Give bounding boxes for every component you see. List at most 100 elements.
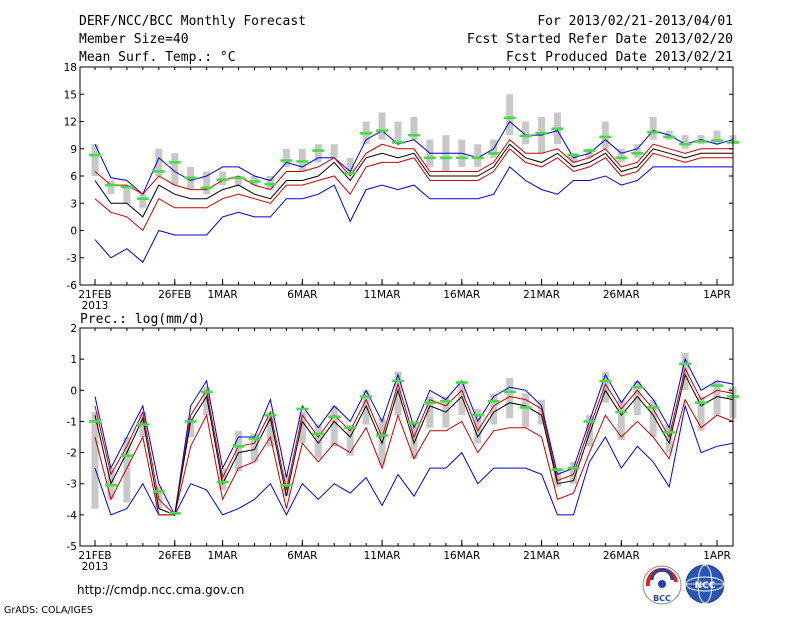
header-produced-date: Fcst Produced Date 2013/02/21 bbox=[506, 50, 733, 65]
temp-observed-0 bbox=[89, 153, 101, 157]
temp-ytick-label: 15 bbox=[64, 89, 77, 101]
prec-observed-14 bbox=[312, 432, 325, 436]
temp-member-box-8 bbox=[219, 171, 227, 186]
temp-observed-11 bbox=[264, 182, 277, 186]
prec-member-box-2 bbox=[123, 437, 131, 503]
ncc-logo: NCC bbox=[685, 564, 725, 604]
prec-member-box-35 bbox=[649, 399, 657, 437]
bcc-logo: BCC bbox=[642, 565, 682, 605]
prec-member-box-15 bbox=[330, 405, 338, 447]
prec-member-box-28 bbox=[538, 399, 546, 425]
source-url[interactable]: http://cmdp.ncc.cma.gov.cn bbox=[77, 583, 244, 597]
temp-observed-26 bbox=[503, 116, 516, 120]
prec-observed-35 bbox=[647, 406, 660, 409]
prec-observed-19 bbox=[392, 379, 405, 383]
prec-plot-frame bbox=[79, 327, 734, 547]
prec-member-box-32 bbox=[601, 371, 609, 403]
prec-observed-20 bbox=[407, 421, 420, 425]
prec-observed-31 bbox=[583, 420, 596, 423]
temp-xtick-label: 11MAR bbox=[364, 289, 401, 301]
prec-member-box-30 bbox=[569, 461, 577, 484]
prec-xtick-year-label: 2013 bbox=[82, 561, 109, 573]
temp-xtick-label: 1MAR bbox=[207, 289, 237, 301]
prec-member-box-11 bbox=[266, 412, 274, 447]
temp-observed-9 bbox=[232, 176, 245, 180]
header-start-date: Fcst Started Refer Date 2013/02/20 bbox=[467, 32, 733, 47]
temp-observed-8 bbox=[216, 178, 229, 181]
header-period: For 2013/02/21-2013/04/01 bbox=[537, 14, 733, 29]
header-title: DERF/NCC/BCC Monthly Forecast bbox=[79, 14, 306, 29]
temp-member-box-32 bbox=[601, 121, 609, 149]
prec-line-lower-red bbox=[94, 398, 734, 516]
prec-observed-34 bbox=[631, 385, 644, 389]
temp-line-upper-red bbox=[94, 138, 733, 195]
temp-observed-13 bbox=[296, 160, 309, 163]
prec-observed-17 bbox=[360, 395, 373, 398]
prec-observed-24 bbox=[471, 413, 484, 417]
prec-observed-5 bbox=[168, 512, 181, 515]
prec-ytick-label: -4 bbox=[67, 510, 78, 522]
prec-observed-10 bbox=[248, 437, 261, 440]
temp-xtick-year-label: 2013 bbox=[82, 300, 109, 312]
prec-line-lower-blue bbox=[94, 403, 733, 516]
temp-ytick-label: -6 bbox=[67, 280, 78, 292]
temp-observed-31 bbox=[583, 149, 596, 152]
temp-observed-5 bbox=[168, 161, 181, 164]
prec-observed-4 bbox=[152, 490, 165, 493]
temp-member-box-16 bbox=[346, 157, 354, 172]
prec-observed-26 bbox=[503, 390, 516, 394]
prec-observed-8 bbox=[216, 480, 229, 484]
temp-observed-12 bbox=[280, 159, 293, 162]
temp-xtick-label: 21MAR bbox=[523, 289, 560, 301]
prec-observed-3 bbox=[136, 423, 149, 426]
temp-observed-1 bbox=[104, 183, 117, 187]
prec-observed-32 bbox=[599, 379, 612, 383]
prec-member-box-16 bbox=[346, 424, 354, 456]
temp-observed-14 bbox=[312, 149, 325, 152]
prec-xtick-label: 16MAR bbox=[443, 550, 480, 562]
prec-member-box-9 bbox=[235, 430, 243, 472]
prec-member-box-36 bbox=[665, 424, 673, 453]
temp-member-box-7 bbox=[203, 171, 211, 195]
temp-member-box-33 bbox=[617, 148, 625, 163]
precip-panel-title: Prec.: log(mm/d) bbox=[80, 312, 205, 327]
temp-observed-39 bbox=[711, 139, 723, 142]
prec-observed-1 bbox=[104, 483, 117, 487]
prec-line-upper-red bbox=[94, 367, 733, 516]
prec-member-box-33 bbox=[617, 399, 625, 441]
temp-observed-30 bbox=[567, 153, 580, 157]
prec-xtick-label: 1APR bbox=[703, 550, 731, 562]
prec-member-box-20 bbox=[410, 421, 418, 459]
temp-observed-24 bbox=[471, 156, 484, 160]
prec-observed-13 bbox=[296, 407, 309, 411]
prec-member-box-27 bbox=[522, 393, 530, 428]
prec-xtick-label: 26FEB bbox=[158, 550, 191, 562]
prec-observed-0 bbox=[89, 420, 101, 423]
grads-credit: GrADS: COLA/IGES bbox=[4, 605, 93, 616]
prec-line-upper-blue bbox=[94, 357, 733, 517]
prec-member-box-17 bbox=[362, 390, 370, 425]
prec-member-box-8 bbox=[219, 468, 227, 490]
temp-line-upper-blue bbox=[94, 120, 734, 196]
temp-member-box-18 bbox=[378, 112, 386, 140]
prec-member-box-26 bbox=[506, 377, 514, 419]
temp-member-box-4 bbox=[155, 148, 163, 176]
temp-member-box-3 bbox=[139, 194, 147, 208]
prec-member-box-13 bbox=[298, 412, 306, 444]
prec-member-box-21 bbox=[426, 396, 434, 428]
temp-member-box-13 bbox=[298, 148, 306, 172]
temp-xtick-label: 1APR bbox=[703, 289, 731, 301]
prec-member-box-0 bbox=[91, 412, 99, 509]
prec-member-box-24 bbox=[474, 408, 482, 444]
ncc-logo-text: NCC bbox=[695, 581, 716, 591]
temp-observed-32 bbox=[599, 135, 612, 139]
temp-observed-16 bbox=[344, 171, 357, 175]
temp-observed-17 bbox=[360, 132, 373, 135]
temp-member-box-15 bbox=[330, 144, 338, 158]
prec-observed-6 bbox=[184, 420, 197, 423]
prec-ytick-label: 2 bbox=[70, 323, 77, 335]
prec-observed-33 bbox=[615, 410, 628, 414]
temp-member-box-34 bbox=[633, 144, 641, 158]
